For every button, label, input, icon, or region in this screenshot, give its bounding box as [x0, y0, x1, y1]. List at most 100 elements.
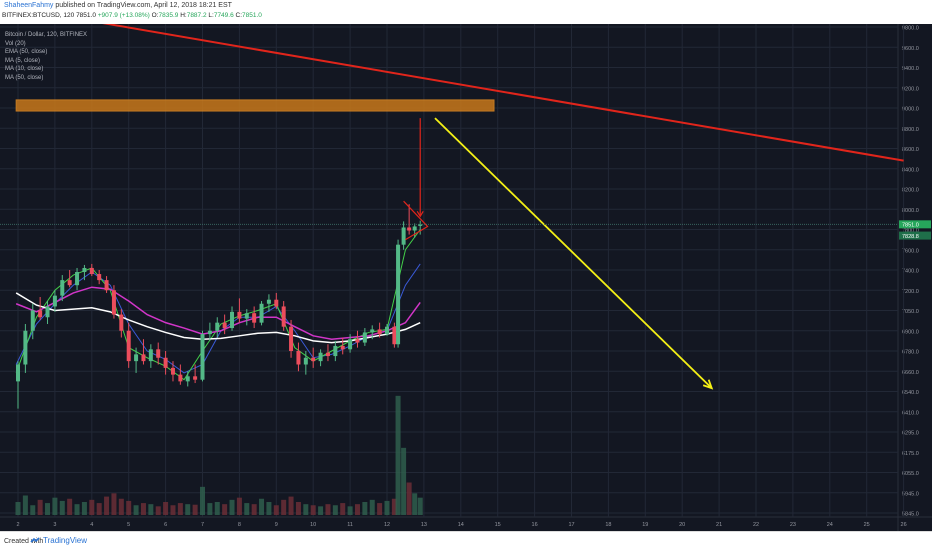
x-tick-label: 23	[790, 522, 796, 528]
volume-bar	[259, 498, 265, 515]
y-tick-label: 7800.0	[902, 228, 919, 234]
volume-bar	[59, 500, 65, 515]
candle-body	[67, 280, 72, 286]
volume-bar	[332, 505, 338, 515]
symbol-label[interactable]: BITFINEX:BTCUSD, 120	[2, 12, 75, 19]
volume-bar	[30, 505, 36, 515]
price-tag-box	[899, 231, 931, 240]
candle-body	[296, 351, 301, 365]
candle-body	[30, 310, 35, 331]
volume-bar	[384, 500, 390, 515]
volume-bar	[401, 447, 407, 515]
published-text: published on TradingView.com, April 12, …	[55, 2, 232, 9]
volume-bar	[354, 504, 360, 515]
quote-line: BITFINEX:BTCUSD, 120 7851.0 +907.9 (+13.…	[2, 12, 262, 19]
x-tick-label: 22	[753, 522, 759, 528]
legend-item-vol[interactable]: Vol (20)	[5, 40, 26, 47]
price-chart[interactable]: 9800.0 9600.0 9400.0 9200.0 9000.0 8800.0 8600…	[0, 24, 932, 531]
candle-body	[252, 313, 257, 323]
x-tick-label: 18	[605, 522, 611, 528]
y-tick-label: 7200.0	[902, 289, 919, 295]
volume-bar	[148, 504, 154, 515]
candle-body	[111, 290, 116, 315]
volume-bar	[45, 503, 51, 515]
volume-bar	[133, 505, 139, 515]
candle-body	[89, 267, 94, 275]
x-tick-label: 14	[458, 522, 464, 528]
candle-body	[325, 352, 330, 357]
candle-body	[16, 364, 20, 382]
volume-bar	[251, 504, 257, 515]
volume-bar	[192, 504, 198, 515]
candle-body	[412, 226, 417, 231]
volume-bar	[111, 493, 117, 515]
volume-bar	[229, 499, 235, 515]
x-tick-label: 11	[347, 522, 353, 528]
x-tick-label: 6	[164, 522, 167, 528]
high-label: H:	[180, 12, 187, 19]
candle-body	[134, 354, 139, 362]
candle-body	[289, 326, 294, 351]
forecast-arrow-line	[434, 117, 713, 389]
volume-bar	[15, 502, 21, 515]
x-tick-label: 3	[53, 522, 56, 528]
candle-body	[259, 303, 264, 323]
volume-bar	[412, 493, 418, 515]
legend-item-ema[interactable]: EMA (50, close)	[5, 49, 48, 56]
close-label: C:	[235, 12, 243, 19]
candle-body	[333, 345, 338, 357]
volume-bar	[22, 495, 28, 515]
x-tick-label: 2	[16, 522, 19, 528]
legend-item-ma5[interactable]: MA (5, close)	[5, 57, 41, 64]
legend-item-ma50[interactable]: MA (50, close)	[5, 74, 44, 81]
y-tick-label: 9000.0	[902, 107, 919, 113]
volume-bar	[81, 502, 87, 515]
volume-bar	[155, 506, 161, 515]
y-tick-label: 6055.0	[902, 471, 919, 477]
volume-bar	[118, 498, 124, 515]
volume-bar	[222, 504, 228, 515]
y-tick-label: 7400.0	[902, 269, 919, 275]
y-tick-label: 6295.0	[902, 431, 919, 437]
candle-body	[418, 224, 423, 226]
volume-bar	[273, 505, 279, 515]
legend-item-ma10[interactable]: MA (10, close)	[5, 66, 44, 73]
indicator-legend: Bitcoin / Dollar, 120, BITFINEX Vol (20)…	[5, 31, 87, 83]
candle-body	[82, 267, 87, 273]
volume-bar	[163, 502, 169, 515]
volume-bar	[104, 496, 110, 515]
volume-bar	[185, 504, 191, 515]
candle-body	[97, 274, 102, 281]
y-tick-label: 6540.0	[902, 390, 919, 396]
candle-body	[237, 311, 242, 319]
tradingview-brand[interactable]: TradingView	[43, 536, 88, 545]
created-with-label: Created with	[4, 538, 44, 545]
volume-bar	[347, 506, 353, 515]
candle-body	[45, 306, 50, 318]
y-tick-label: 8000.0	[902, 208, 919, 214]
author-link[interactable]: ShaheenFahmy	[4, 2, 54, 9]
volume-bar	[126, 500, 132, 515]
volume-bar	[295, 502, 301, 515]
candle-body	[75, 272, 80, 286]
low-value: 7749.6	[213, 12, 234, 19]
x-tick-label: 16	[532, 522, 538, 528]
candle-body	[266, 299, 271, 304]
ma50-line	[15, 286, 421, 340]
volume-bar	[310, 505, 316, 515]
y-tick-label: 5945.0	[902, 491, 919, 497]
candle-body	[52, 295, 57, 307]
candle-body	[119, 314, 124, 331]
y-tick-label: 6900.0	[902, 329, 919, 335]
candle-body	[104, 280, 109, 291]
candle-body	[215, 322, 220, 331]
volume-bar	[244, 503, 250, 515]
open-label: O:	[151, 12, 159, 19]
volume-bar	[52, 497, 58, 515]
candle-body	[126, 330, 131, 362]
candle-body	[148, 349, 153, 362]
x-tick-label: 9	[275, 522, 278, 528]
y-tick-label: 6410.0	[902, 410, 919, 416]
volume-bar	[200, 486, 205, 515]
x-tick-label: 4	[90, 522, 93, 528]
